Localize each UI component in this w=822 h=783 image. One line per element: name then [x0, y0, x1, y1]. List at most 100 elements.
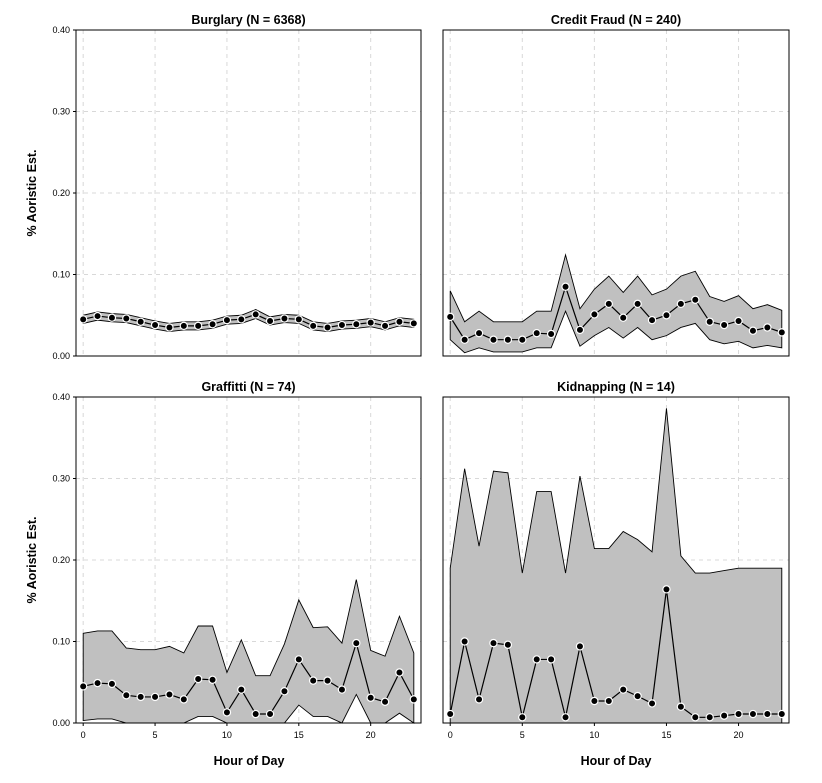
data-point	[734, 316, 743, 326]
data-point	[474, 328, 484, 338]
data-point	[676, 702, 686, 711]
x-tick-label: 20	[366, 730, 376, 740]
data-point	[676, 299, 686, 309]
data-point	[763, 323, 772, 332]
data-point	[265, 316, 275, 326]
data-point	[460, 335, 469, 344]
data-point	[395, 317, 404, 326]
data-point	[380, 697, 390, 707]
data-point	[165, 323, 174, 332]
data-point	[647, 315, 657, 325]
data-point	[136, 692, 145, 702]
data-point	[107, 679, 117, 689]
data-point	[366, 693, 375, 702]
data-point	[294, 315, 304, 324]
data-point	[590, 310, 599, 319]
data-point	[446, 312, 455, 322]
data-point	[251, 310, 260, 319]
data-point	[222, 708, 232, 717]
data-point	[777, 328, 786, 337]
data-point	[518, 335, 527, 344]
data-point	[503, 640, 513, 649]
data-point	[691, 713, 700, 722]
data-point	[93, 311, 102, 321]
data-point	[265, 709, 275, 719]
data-point	[193, 674, 203, 684]
data-point	[546, 655, 556, 664]
data-point	[136, 317, 145, 326]
y-tick-label: 0.00	[52, 351, 70, 361]
data-point	[503, 335, 513, 344]
y-tick-label: 0.30	[52, 107, 70, 117]
panel-4: Kidnapping (N = 14) 0 5 10 15 20	[442, 380, 790, 740]
data-point	[251, 709, 260, 719]
x-tick-label: 5	[520, 730, 525, 740]
data-point	[691, 295, 700, 304]
panel-title: Burglary (N = 6368)	[191, 13, 305, 27]
data-point	[647, 699, 657, 708]
data-point	[280, 314, 289, 323]
data-point	[460, 637, 469, 646]
data-point	[409, 319, 419, 328]
data-point	[208, 320, 217, 329]
data-point	[323, 676, 332, 685]
data-point	[308, 321, 318, 331]
panel-frame	[442, 29, 790, 357]
y-tick-label: 0.10	[52, 637, 70, 647]
data-point	[734, 709, 743, 719]
data-point	[748, 326, 758, 335]
data-point	[122, 691, 131, 700]
data-point	[532, 328, 541, 338]
data-point	[748, 709, 758, 719]
data-point	[474, 695, 484, 704]
x-tick-label: 0	[448, 730, 453, 740]
y-tick-label: 0.20	[52, 188, 70, 198]
data-point	[179, 695, 189, 704]
data-point	[705, 317, 714, 326]
data-point	[662, 585, 671, 594]
data-point	[237, 315, 246, 324]
data-point	[409, 695, 419, 704]
data-point	[107, 313, 117, 322]
data-point	[323, 323, 332, 332]
data-point	[633, 691, 642, 701]
y-tick-label: 0.00	[52, 718, 70, 728]
data-point	[193, 321, 203, 331]
data-point	[633, 299, 642, 309]
data-point	[561, 282, 570, 291]
data-point	[366, 318, 375, 327]
y-axis-title-bottom: % Aoristic Est.	[25, 516, 39, 603]
x-tick-label: 5	[153, 730, 158, 740]
x-tick-label: 20	[734, 730, 744, 740]
x-tick-label: 0	[81, 730, 86, 740]
panel-2: Credit Fraud (N = 240)	[442, 13, 790, 357]
data-point	[380, 321, 390, 331]
panel-title: Credit Fraud (N = 240)	[551, 13, 681, 27]
data-point	[280, 687, 289, 696]
data-point	[165, 690, 174, 699]
data-point	[662, 311, 671, 320]
data-point	[590, 696, 599, 706]
data-point	[763, 709, 772, 719]
data-point	[546, 329, 556, 339]
x-tick-label: 10	[222, 730, 232, 740]
data-point	[705, 713, 714, 722]
data-point	[78, 315, 88, 324]
x-axis-title-left: Hour of Day	[214, 754, 285, 768]
y-axis-title-top: % Aoristic Est.	[25, 149, 39, 236]
data-point	[777, 709, 786, 719]
y-tick-label: 0.40	[52, 392, 70, 402]
data-point	[208, 675, 217, 685]
data-point	[561, 713, 570, 722]
x-tick-label: 15	[294, 730, 304, 740]
data-point	[489, 335, 498, 344]
data-point	[222, 315, 232, 325]
data-point	[352, 638, 361, 648]
data-point	[150, 692, 160, 702]
data-point	[150, 320, 160, 330]
confidence-band	[449, 253, 783, 354]
data-point	[179, 321, 189, 331]
data-point	[294, 655, 304, 664]
y-tick-label: 0.20	[52, 555, 70, 565]
